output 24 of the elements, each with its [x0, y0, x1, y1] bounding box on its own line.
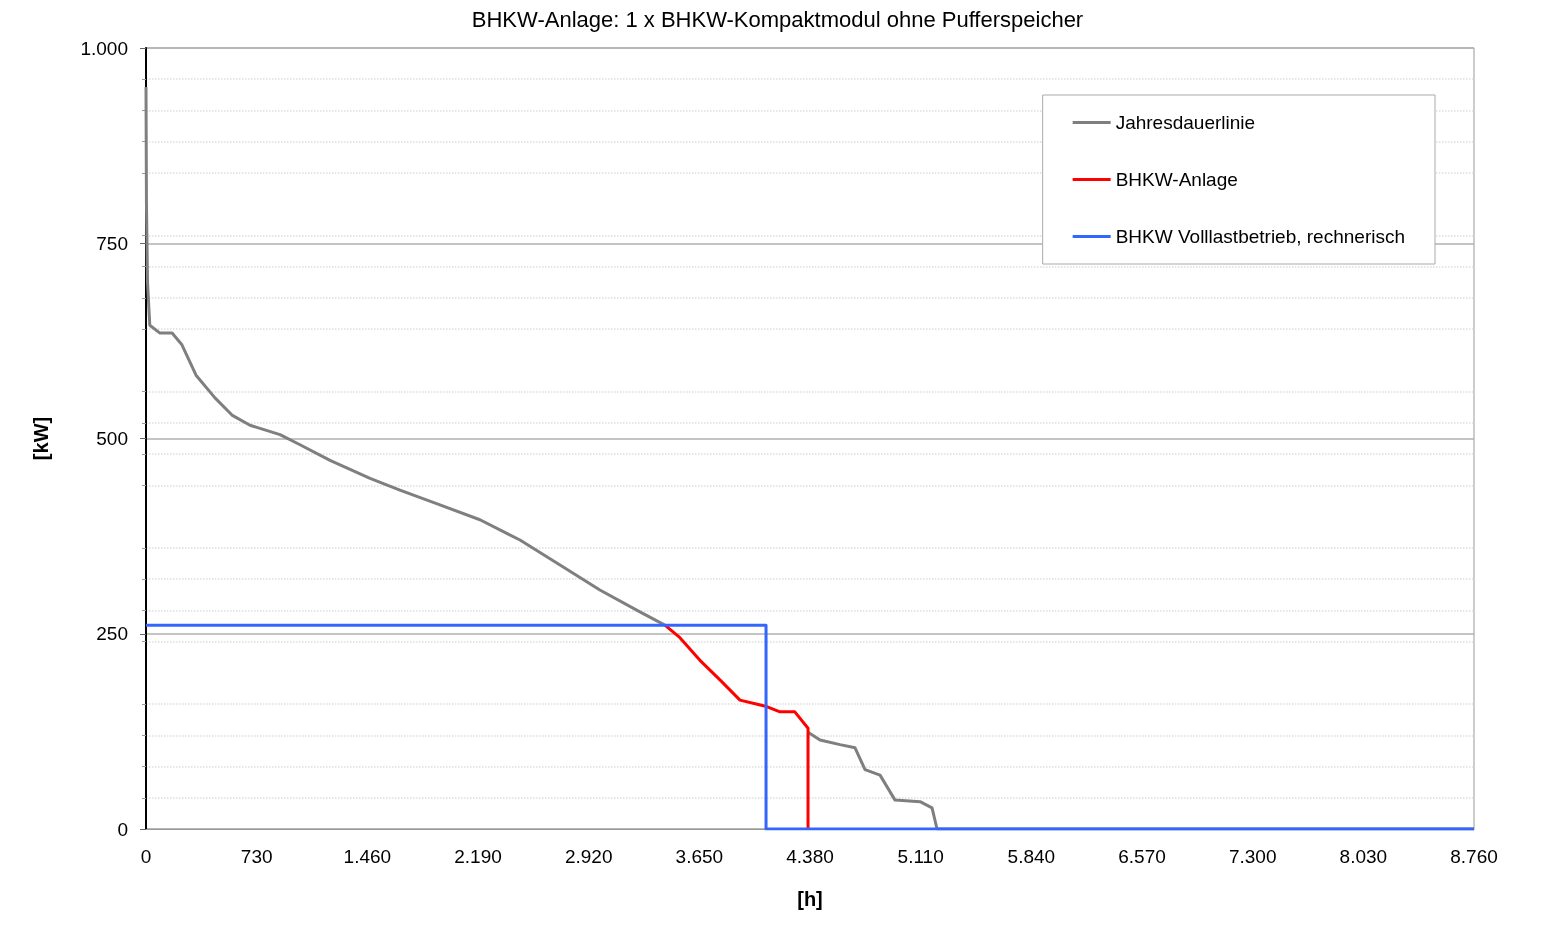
y-axis-title: [kW]	[30, 416, 52, 461]
x-tick-label: 5.110	[897, 846, 944, 867]
x-tick-label: 8.030	[1339, 846, 1388, 867]
y-tick-label: 0	[117, 818, 128, 840]
chart-title: BHKW-Anlage: 1 x BHKW-Kompaktmodul ohne Pufferspeicher	[471, 6, 1084, 32]
x-tick-label: 8.760	[1450, 846, 1498, 867]
y-tick-label: 250	[96, 623, 128, 645]
x-axis-title: [h]	[797, 888, 823, 910]
x-tick-label: 2.190	[454, 846, 502, 867]
x-tick-label: 5.840	[1007, 846, 1056, 867]
x-tick-label: 1.460	[343, 846, 392, 867]
x-tick-label: 0	[140, 846, 152, 867]
y-tick-label: 1.000	[80, 37, 128, 59]
x-tick-label: 7.300	[1228, 846, 1277, 867]
x-tick-label: 2.920	[564, 846, 613, 867]
x-tick-label: 730	[240, 846, 273, 867]
legend-label: BHKW-Anlage	[1115, 169, 1238, 190]
y-tick-label: 750	[96, 232, 128, 254]
x-tick-label: 6.570	[1118, 846, 1166, 867]
legend-label: Jahresdauerlinie	[1115, 112, 1256, 133]
x-tick-label: 3.650	[675, 846, 724, 867]
y-tick-label: 500	[96, 428, 128, 449]
legend-label: BHKW Volllastbetrieb, rechnerisch	[1115, 226, 1405, 247]
x-tick-label: 4.380	[786, 846, 834, 867]
